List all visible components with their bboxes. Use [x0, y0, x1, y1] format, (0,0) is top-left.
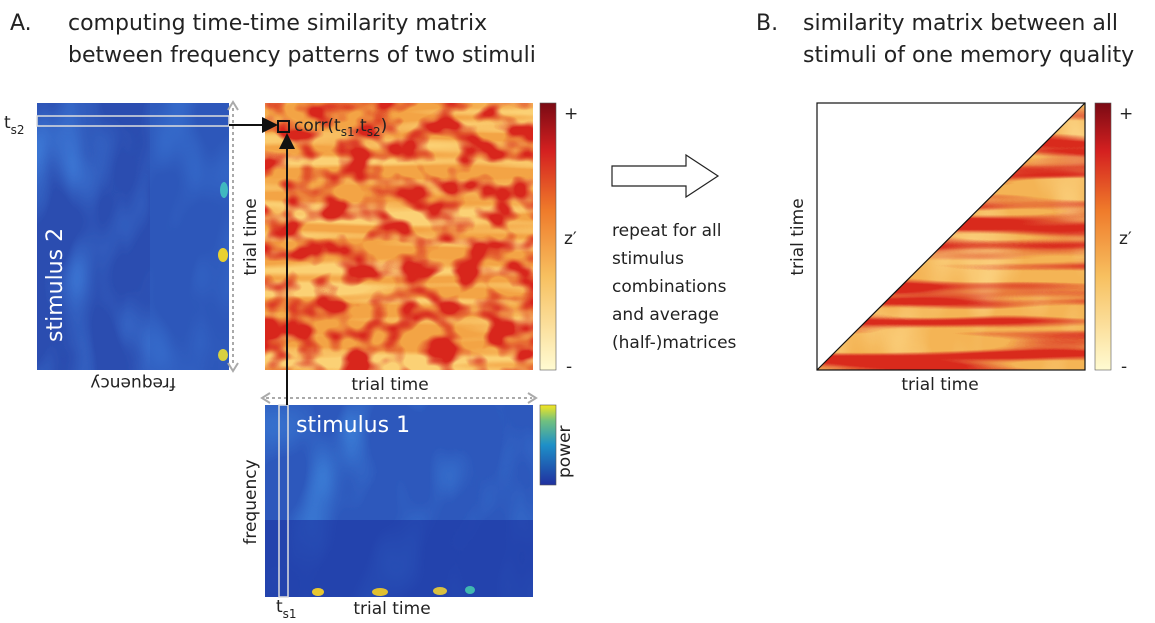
t-label: ts2	[4, 113, 25, 137]
similarity-matrix	[265, 103, 533, 370]
stimulus1-map	[265, 404, 533, 598]
colorbar-label: power	[555, 425, 575, 478]
panel-title: between frequency patterns of two stimul…	[68, 43, 536, 68]
panel-label: A.	[10, 11, 32, 36]
arrow-head	[260, 392, 538, 404]
colorbar-label: -	[566, 357, 572, 377]
colorbar-label: z′	[1119, 229, 1132, 249]
colorbar-label: +	[1119, 104, 1133, 124]
arrow-head	[227, 100, 239, 373]
axis-label: trial time	[901, 375, 978, 395]
colorbar-label: +	[564, 104, 578, 124]
axis-label: trial time	[353, 599, 430, 619]
colorbar-label: z′	[564, 229, 577, 249]
axis-label: trial time	[241, 198, 261, 275]
panel-title: similarity matrix between all	[803, 11, 1118, 36]
stimulus2-map	[36, 103, 230, 370]
note: and average	[612, 305, 719, 325]
axis-label: frequency	[241, 459, 261, 544]
matrix-frame	[816, 102, 1086, 371]
stimulus-label: stimulus 2	[43, 228, 68, 342]
outline-arrow	[611, 153, 720, 199]
panel-label: B.	[756, 11, 778, 36]
stimulus-label: stimulus 1	[296, 413, 410, 438]
panel-title: stimuli of one memory quality	[803, 43, 1134, 68]
corr-box	[277, 120, 290, 133]
note: repeat for all	[612, 221, 721, 241]
t-label: ts1	[276, 597, 297, 621]
diagonal	[816, 102, 1086, 371]
axis-label: frequency	[90, 373, 175, 393]
colorbar	[1094, 102, 1112, 371]
axis-label: trial time	[351, 375, 428, 395]
panel-title: computing time-time similarity matrix	[68, 11, 487, 36]
axis-label: trial time	[788, 198, 808, 275]
note: combinations	[612, 277, 727, 297]
colorbar	[539, 102, 557, 371]
note: (half-)matrices	[612, 333, 737, 353]
note: stimulus	[612, 249, 684, 269]
corr-label: corr(ts1,ts2)	[294, 116, 387, 139]
colorbar-label: -	[1121, 357, 1127, 377]
colorbar	[539, 404, 557, 486]
